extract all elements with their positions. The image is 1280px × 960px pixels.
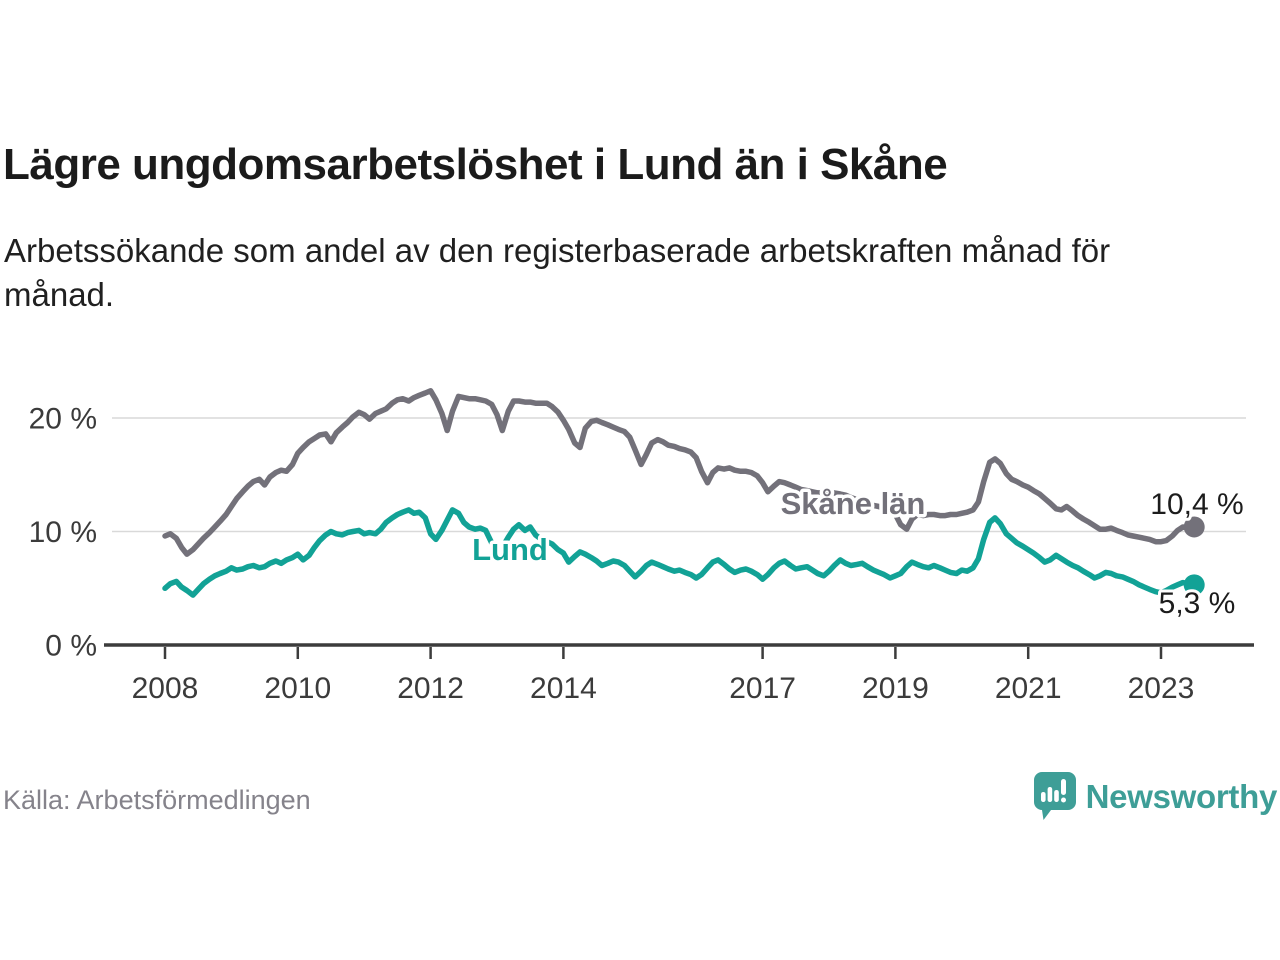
end-value-label-skane-lan: 10,4 % xyxy=(1150,488,1243,521)
x-axis-label-2017: 2017 xyxy=(729,672,796,705)
x-axis-label-2023: 2023 xyxy=(1128,672,1195,705)
end-value-label-lund: 5,3 % xyxy=(1159,587,1236,620)
grid-layer xyxy=(112,417,1246,533)
y-axis-label-0: 0 % xyxy=(45,630,97,663)
x-axis-label-2019: 2019 xyxy=(862,672,929,705)
series-label-skane-lan: Skåne län xyxy=(781,486,926,521)
x-axis-label-2021: 2021 xyxy=(995,672,1062,705)
brand-footer: Newsworthy xyxy=(1031,771,1277,823)
logo-exclamation-bar xyxy=(1060,779,1066,795)
axis-layer: 0 % 10 % 20 % 2008 2010 2012 2014 2017 2019 2021 2… xyxy=(29,403,1254,705)
series-end-dot-lund xyxy=(1183,574,1205,596)
x-axis-label-2014: 2014 xyxy=(530,672,597,705)
page-title: Lägre ungdomsarbetslöshet i Lund än i Sk… xyxy=(3,140,948,189)
page-subtitle: Arbetssökande som andel av den registerb… xyxy=(4,229,1254,317)
x-axis-label-2008: 2008 xyxy=(132,672,199,705)
series-layer xyxy=(162,388,1205,598)
series-end-dot-skåne-län xyxy=(1183,516,1205,538)
series-label-lund: Lund xyxy=(472,532,548,567)
x-axis-label-2012: 2012 xyxy=(397,672,464,705)
logo-exclamation-dot xyxy=(1060,797,1066,803)
y-axis-label-20: 20 % xyxy=(29,403,97,436)
source-note: Källa: Arbetsförmedlingen xyxy=(3,785,311,815)
newsworthy-logo-icon xyxy=(1033,772,1076,820)
logo-bar-chart-glyph xyxy=(1040,779,1066,803)
brand-name: Newsworthy xyxy=(1085,778,1278,815)
subtitle-line-2: månad. xyxy=(4,276,115,313)
series-line-lund xyxy=(162,507,1197,598)
series-line-skåne-län xyxy=(162,388,1197,557)
y-axis-label-10: 10 % xyxy=(29,516,97,549)
x-axis-label-2010: 2010 xyxy=(264,672,331,705)
subtitle-line-1: Arbetssökande som andel av den registerb… xyxy=(4,232,1111,269)
